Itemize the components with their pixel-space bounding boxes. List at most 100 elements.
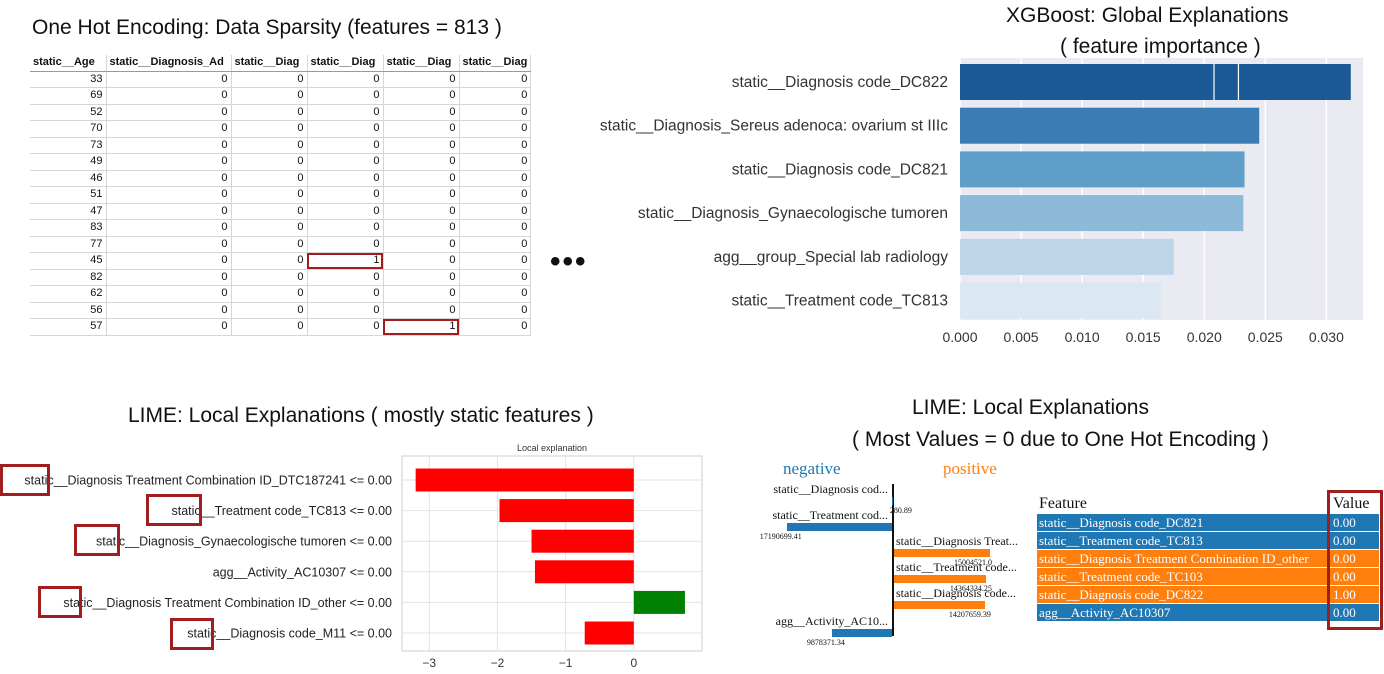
table-cell: 0 <box>106 87 232 105</box>
category-label: static__Diagnosis_Gynaecologische tumore… <box>638 205 948 222</box>
table-cell: 0 <box>106 318 232 336</box>
table-cell: 0 <box>106 252 232 270</box>
x-tick-label: −1 <box>559 656 573 670</box>
x-tick-label: 0.015 <box>1126 329 1161 345</box>
positive-bar <box>894 575 986 583</box>
category-label: static__Diagnosis_Sereus adenoca: ovariu… <box>600 118 948 135</box>
bar <box>960 238 1174 275</box>
table-row: 69 0 0 0 0 0 <box>30 87 532 105</box>
xgb-subtitle: ( feature importance ) <box>1060 35 1261 58</box>
column-header: static__Diag <box>307 55 384 72</box>
column-header: static__Diag <box>459 55 532 72</box>
table-cell: 0 <box>383 71 460 88</box>
table-row: 62 0 0 0 0 0 <box>30 285 532 303</box>
table-cell: 0 <box>383 203 460 220</box>
highlight-box <box>38 586 82 618</box>
positive-value: 14207659.39 <box>948 610 991 619</box>
x-tick-label: 0.005 <box>1004 329 1039 345</box>
table-cell: 77 <box>30 236 107 253</box>
lime-local-chart: Local explanation −3 −2 −1 0 static__Diagnosi… <box>24 443 703 670</box>
lime-left-title: LIME: Local Explanations ( mostly static… <box>128 404 594 427</box>
value-header: Value <box>1333 495 1370 512</box>
table-row: 52 0 0 0 0 0 <box>30 104 532 121</box>
value-cell: 0.00 <box>1331 567 1379 586</box>
value-cell: 0.00 <box>1331 603 1379 622</box>
table-cell: 0 <box>383 104 460 121</box>
positive-value: 14364334.25 <box>949 584 992 593</box>
table-cell: 1 <box>307 252 384 270</box>
table-cell: 49 <box>30 153 107 171</box>
table-cell: 0 <box>106 269 232 286</box>
sparsity-title: One Hot Encoding: Data Sparsity (feature… <box>32 16 502 39</box>
positive-bar <box>894 549 990 557</box>
feature-cell: static__Treatment code_TC103 <box>1037 567 1331 586</box>
negative-value: 17190699.41 <box>759 532 802 541</box>
lime-table-row: static__Diagnosis Treatment Combination … <box>1037 549 1379 568</box>
bar <box>531 529 634 553</box>
table-cell: 0 <box>231 87 308 105</box>
table-row: 70 0 0 0 0 0 <box>30 120 532 138</box>
table-cell: 47 <box>30 203 107 220</box>
table-cell: 0 <box>106 203 232 220</box>
positive-feature-label: static__Treatment code... <box>896 560 1017 574</box>
table-row: 46 0 0 0 0 0 <box>30 170 532 187</box>
table-cell: 0 <box>307 203 384 220</box>
table-cell: 0 <box>231 285 308 303</box>
column-header: static__Diag <box>231 55 308 72</box>
table-cell: 0 <box>383 269 460 286</box>
negative-value: 9878371.34 <box>806 638 845 647</box>
table-cell: 0 <box>307 153 384 171</box>
table-cell: 0 <box>383 153 460 171</box>
table-row: 57 0 0 0 1 0 <box>30 318 532 336</box>
table-cell: 0 <box>459 120 532 138</box>
table-cell: 0 <box>307 219 384 237</box>
lime-right-title: LIME: Local Explanations <box>912 396 1149 419</box>
positive-label: positive <box>943 459 997 478</box>
table-cell: 0 <box>231 252 308 270</box>
table-cell: 0 <box>383 219 460 237</box>
table-cell: 0 <box>106 170 232 187</box>
x-tick-label: 0.025 <box>1248 329 1283 345</box>
xgb-chart: 0.000 0.005 0.010 0.015 0.020 0.025 0.030 stati… <box>600 58 1363 345</box>
lime-feature-table: Feature Value static__Diagnosis code_DC8… <box>1037 494 1379 622</box>
table-cell: 0 <box>106 137 232 154</box>
table-cell: 0 <box>383 285 460 303</box>
column-header: static__Age <box>30 55 107 72</box>
table-cell: 0 <box>307 71 384 88</box>
table-cell: 0 <box>307 269 384 286</box>
bar <box>960 195 1244 232</box>
positive-feature-label: static__Diagnosis Treat... <box>896 534 1018 548</box>
category-label: static__Diagnosis Treatment Combination … <box>63 596 392 610</box>
value-cell: 0.00 <box>1331 531 1379 550</box>
positive-feature-label: static__Diagnosis code... <box>896 586 1016 600</box>
table-cell: 56 <box>30 302 107 319</box>
table-cell: 0 <box>459 318 532 336</box>
category-label: static__Diagnosis code_DC821 <box>732 161 948 178</box>
table-cell: 0 <box>231 186 308 204</box>
table-cell: 0 <box>307 318 384 336</box>
bar <box>633 590 685 614</box>
table-cell: 0 <box>383 186 460 204</box>
table-cell: 82 <box>30 269 107 286</box>
table-cell: 0 <box>231 71 308 88</box>
feature-cell: agg__Activity_AC10307 <box>1037 603 1331 622</box>
column-header: static__Diagnosis_Ad <box>106 55 232 72</box>
table-cell: 0 <box>106 302 232 319</box>
table-cell: 0 <box>459 153 532 171</box>
table-cell: 0 <box>231 236 308 253</box>
table-cell: 0 <box>307 120 384 138</box>
table-cell: 0 <box>459 269 532 286</box>
feature-cell: static__Diagnosis code_DC821 <box>1037 514 1331 532</box>
table-row: 47 0 0 0 0 0 <box>30 203 532 220</box>
table-cell: 0 <box>231 153 308 171</box>
table-cell: 0 <box>459 170 532 187</box>
lime-table-row: agg__Activity_AC10307 0.00 <box>1037 603 1379 622</box>
table-cell: 0 <box>383 302 460 319</box>
table-cell: 69 <box>30 87 107 105</box>
table-cell: 0 <box>307 104 384 121</box>
table-cell: 0 <box>383 137 460 154</box>
table-cell: 83 <box>30 219 107 237</box>
table-cell: 0 <box>459 302 532 319</box>
lime-table-row: static__Diagnosis code_DC822 1.00 <box>1037 585 1379 604</box>
feature-cell: static__Diagnosis code_DC822 <box>1037 585 1331 604</box>
